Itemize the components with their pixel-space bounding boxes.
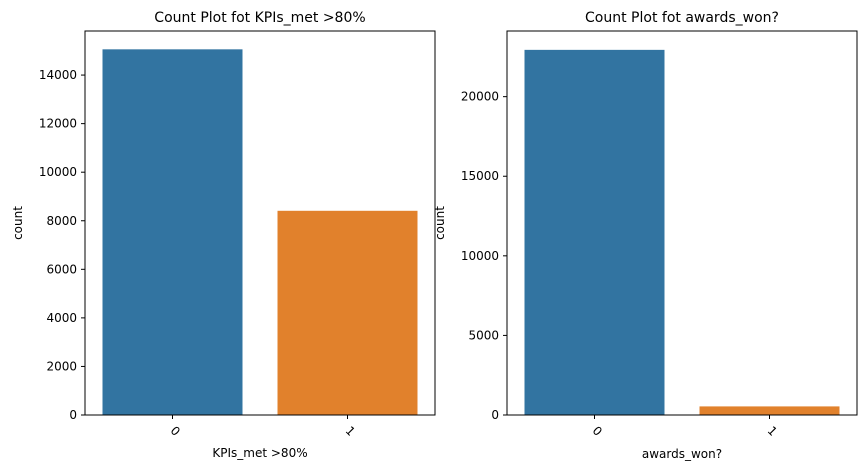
x-tick-label: 1	[343, 424, 358, 439]
bar-1	[699, 406, 840, 415]
y-tick-label: 0	[69, 408, 77, 422]
y-axis-label: count	[433, 206, 447, 240]
x-axis-label: awards_won?	[642, 447, 722, 461]
y-tick-label: 5000	[468, 328, 499, 342]
x-axis-label: KPIs_met >80%	[212, 446, 307, 460]
y-axis-label: count	[11, 206, 25, 240]
bar-series	[524, 49, 840, 416]
y-tick-label: 15000	[461, 169, 499, 183]
x-tick-label: 0	[168, 424, 183, 439]
y-tick-label: 8000	[46, 214, 77, 228]
y-tick-label: 10000	[39, 165, 77, 179]
x-tick-label: 1	[765, 424, 780, 439]
chart-title: Count Plot fot awards_won?	[585, 10, 779, 26]
y-tick-label: 20000	[461, 90, 499, 104]
plot-frame	[84, 30, 436, 416]
y-tick-label: 4000	[46, 311, 77, 325]
y-tick-label: 6000	[46, 262, 77, 276]
bar-series	[102, 49, 418, 415]
x-tick-label: 0	[590, 424, 605, 439]
chart-panel-awards: Count Plot fot awards_won? awards_won? c…	[433, 10, 858, 461]
plot-frame	[506, 30, 858, 416]
bar-0	[102, 49, 243, 415]
chart-panel-kpis: Count Plot fot KPIs_met >80% KPIs_met >8…	[11, 10, 436, 460]
y-axis: 0 2000 4000 6000 8000 10000 12000 14000	[39, 68, 85, 422]
bar-0	[524, 49, 665, 416]
y-tick-label: 0	[491, 408, 499, 422]
y-tick-label: 14000	[39, 68, 77, 82]
bar-1	[277, 210, 418, 415]
chart-title: Count Plot fot KPIs_met >80%	[154, 10, 365, 26]
y-tick-label: 2000	[46, 359, 77, 373]
y-axis: 0 5000 10000 15000 20000	[461, 90, 507, 422]
y-tick-label: 12000	[39, 117, 77, 131]
y-tick-label: 10000	[461, 249, 499, 263]
